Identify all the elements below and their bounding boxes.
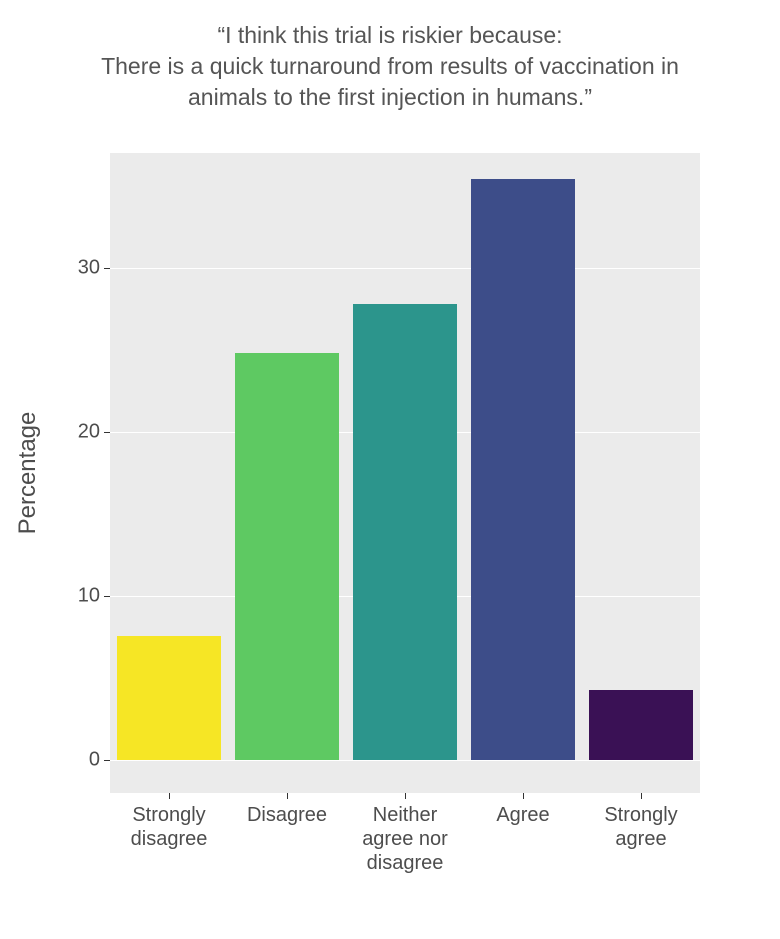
chart-container: Percentage 0102030StronglydisagreeDisagr… [110,153,730,793]
bar [471,179,575,760]
x-tick-mark [287,793,288,799]
bars-group [110,153,700,793]
y-tick-mark [104,596,110,597]
bar [235,353,339,760]
y-tick-mark [104,268,110,269]
chart-title: “I think this trial is riskier because: … [0,0,780,123]
chart-title-line2: There is a quick turnaround from results… [101,53,679,79]
bar [117,636,221,761]
chart-title-line1: “I think this trial is riskier because: [217,22,562,48]
x-tick-mark [641,793,642,799]
x-tick-mark [523,793,524,799]
y-tick-mark [104,432,110,433]
x-tick-mark [169,793,170,799]
x-tick-mark [405,793,406,799]
x-tick-label: Neitheragree nordisagree [342,793,468,875]
x-tick-label: Stronglydisagree [106,793,232,851]
y-tick-mark [104,760,110,761]
y-axis-label: Percentage [14,412,42,535]
chart-title-line3: animals to the first injection in humans… [188,84,592,110]
x-tick-label: Stronglyagree [578,793,704,851]
plot-area: Percentage 0102030StronglydisagreeDisagr… [110,153,700,793]
bar [353,304,457,760]
bar [589,690,693,761]
